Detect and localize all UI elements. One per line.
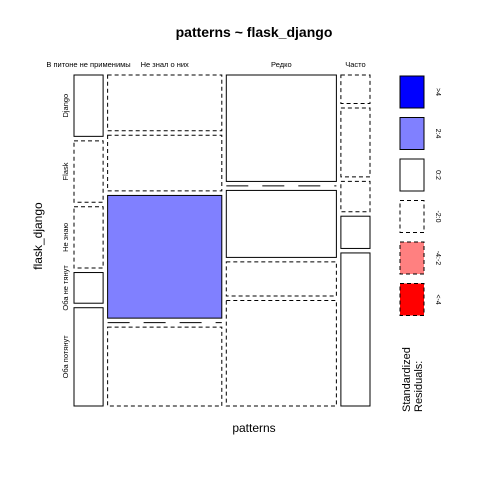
legend-title: StandardizedResiduals: [401,347,425,412]
row-label: Django [61,94,70,118]
legend-label: 2:4 [434,129,441,139]
mosaic-tile [225,189,337,258]
legend-label: 0:2 [434,170,441,180]
mosaic-tile [107,134,223,192]
mosaic-tile [107,74,223,132]
chart-title: patterns ~ flask_django [176,24,333,40]
legend-label: -4:-2 [434,251,441,266]
column-label: Часто [345,60,365,69]
legend-label: >4 [434,88,441,96]
mosaic-tile [225,261,337,297]
mosaic-tile [340,252,371,407]
x-axis-label: patterns [232,421,275,435]
column-labels: В питоне не применимы Не знал о них Редко Ч… [46,60,365,69]
row-labels: Django Flask Не знаю Оба не тянут Оба потяну… [61,94,70,379]
legend-swatch [399,283,425,316]
row-label: Flask [61,162,70,180]
column-label: В питоне не применимы [46,60,130,69]
mosaic-tile [340,215,371,249]
mosaic-tile [340,180,371,213]
mosaic-tile [107,326,223,407]
column-label: Редко [271,60,292,69]
mosaic-tile [73,272,104,304]
legend-label: -2:0 [434,210,441,222]
legend-title-line: Residuals: [413,361,425,412]
legend-swatch [399,200,425,233]
mosaic-tile [73,206,104,269]
legend-swatch [399,241,425,275]
mosaic-tile [73,307,104,407]
mosaic-tile [73,74,104,137]
column-label: Не знал о них [141,60,189,69]
row-label: Не знаю [61,222,70,251]
legend-label: <-4 [434,294,441,304]
legend-swatch [399,75,425,109]
y-axis-label: flask_django [31,202,45,270]
mosaic-tiles [73,74,371,407]
row-label: Оба потянут [61,335,70,379]
legend-swatch [399,117,425,150]
mosaic-tile [340,107,371,178]
mosaic-tile [225,74,337,182]
mosaic-tile [340,74,371,104]
legend-swatch [399,158,425,192]
mosaic-tile [73,140,104,203]
mosaic-tile [107,194,223,319]
legend: >4 2:4 0:2 -2:0 -4:-2 <-4 StandardizedResidual… [399,75,441,412]
row-label: Оба не тянут [61,265,70,311]
mosaic-tile [225,300,337,407]
legend-title-line: Standardized [401,347,413,412]
